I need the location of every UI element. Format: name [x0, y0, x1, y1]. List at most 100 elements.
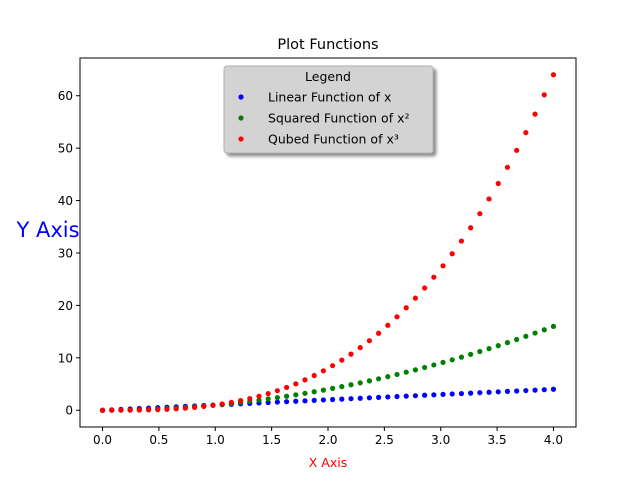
x-tick-label: 2.0: [318, 433, 337, 447]
data-point-square: [366, 378, 373, 384]
x-tick-label: 2.5: [375, 433, 394, 447]
legend-entries: Linear Function of x Squared Function of …: [238, 90, 410, 147]
y-tick-label: 60: [58, 89, 73, 103]
data-point-cube: [495, 180, 501, 187]
legend-marker-linear: [238, 94, 244, 100]
data-point-square: [385, 374, 391, 380]
data-point-square: [357, 380, 363, 386]
x-tick-label: 3.5: [488, 433, 507, 447]
data-point-cube: [219, 401, 225, 407]
data-point-square: [403, 369, 409, 375]
legend-title: Legend: [305, 69, 351, 84]
data-point-linear: [329, 396, 336, 403]
data-point-square: [495, 343, 501, 349]
legend-box: [223, 65, 434, 154]
data-point-cube: [550, 72, 557, 78]
data-point-square: [458, 354, 465, 360]
data-point-square: [302, 390, 308, 396]
data-point-cube: [357, 345, 363, 351]
series-cube: [99, 72, 557, 413]
data-point-cube: [118, 407, 124, 413]
y-tick-label: 30: [58, 246, 73, 260]
data-point-cube: [173, 406, 179, 412]
data-point-square: [431, 362, 437, 368]
data-point-linear: [468, 390, 474, 396]
data-point-square: [412, 367, 419, 373]
data-point-cube: [394, 314, 400, 320]
data-point-linear: [302, 398, 308, 404]
data-point-linear: [403, 393, 409, 399]
data-point-cube: [109, 407, 115, 413]
data-point-square: [486, 346, 492, 352]
data-point-square: [274, 395, 280, 401]
x-tick-label: 1.5: [262, 433, 281, 447]
data-point-cube: [136, 407, 142, 413]
data-point-square: [514, 336, 520, 343]
data-point-cube: [256, 393, 262, 399]
x-tick-label: 0.0: [93, 433, 112, 447]
data-point-linear: [394, 393, 400, 400]
data-point-linear: [504, 388, 511, 394]
data-point-linear: [422, 392, 428, 398]
data-point-cube: [523, 130, 529, 136]
x-tick-label: 0.5: [149, 433, 168, 447]
data-point-linear: [412, 393, 419, 399]
data-point-cube: [320, 368, 327, 374]
data-point-cube: [468, 225, 474, 231]
data-point-cube: [440, 263, 446, 269]
legend-marker-square: [238, 115, 244, 121]
data-point-cube: [532, 111, 538, 117]
data-point-square: [422, 364, 428, 371]
y-tick-label: 0: [65, 404, 73, 418]
data-point-cube: [514, 147, 520, 153]
data-point-cube: [191, 404, 198, 410]
data-point-cube: [247, 395, 253, 402]
data-point-square: [283, 393, 290, 399]
x-tick-label: 3.0: [431, 433, 450, 447]
data-point-square: [265, 396, 271, 402]
data-point-linear: [311, 397, 317, 403]
data-point-cube: [376, 330, 382, 336]
data-point-cube: [145, 407, 152, 413]
data-point-cube: [504, 164, 511, 170]
series-square: [99, 323, 557, 413]
data-point-square: [541, 327, 547, 333]
data-point-square: [449, 357, 455, 363]
data-point-cube: [486, 196, 492, 202]
y-tick-label: 40: [58, 194, 73, 208]
data-point-linear: [458, 390, 465, 397]
data-point-linear: [440, 391, 446, 397]
data-point-cube: [265, 390, 271, 397]
data-point-cube: [329, 363, 336, 369]
axis-ticks: 0.0 0.5 1.0 1.5 2.0 2.5 3.0 3.5 4.0 0 10 20 30 40 50 60: [58, 89, 563, 447]
data-point-linear: [357, 395, 363, 401]
data-point-linear: [274, 399, 280, 405]
data-point-square: [523, 333, 529, 339]
data-point-cube: [210, 402, 216, 408]
data-point-cube: [201, 403, 207, 410]
data-point-linear: [486, 389, 492, 395]
data-point-linear: [348, 396, 354, 402]
data-point-linear: [376, 394, 382, 400]
data-point-linear: [293, 398, 299, 404]
data-point-linear: [477, 390, 483, 396]
data-point-linear: [541, 387, 547, 393]
data-point-square: [329, 385, 336, 391]
data-point-cube: [458, 238, 465, 244]
data-point-linear: [495, 389, 501, 395]
y-tick-label: 10: [58, 351, 73, 365]
data-point-cube: [155, 407, 161, 413]
data-point-linear: [283, 399, 290, 405]
data-point-cube: [403, 305, 409, 311]
data-point-cube: [541, 92, 547, 98]
x-tick-label: 1.0: [206, 433, 225, 447]
data-point-cube: [127, 407, 133, 413]
legend: Legend Linear Function of x Squared Funct…: [223, 65, 434, 154]
legend-label-cube: Qubed Function of x³: [268, 132, 399, 147]
data-point-linear: [265, 399, 271, 406]
data-point-linear: [523, 387, 529, 394]
legend-marker-cube: [238, 136, 244, 142]
data-point-cube: [449, 251, 455, 257]
